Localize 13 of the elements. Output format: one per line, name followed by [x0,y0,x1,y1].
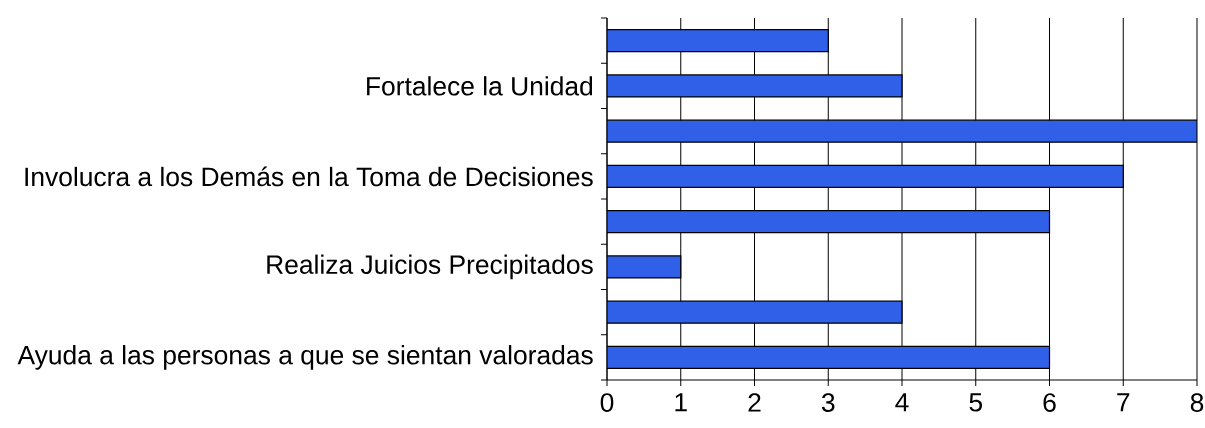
x-tick-label: 1 [675,393,687,412]
x-tick-label: 2 [748,393,761,412]
x-tick-label: 0 [600,393,614,412]
y-tick-label: Fortalece la Unidad [367,76,593,96]
y-tick-label: Realiza Juicios Precipitados [267,254,593,280]
x-tick-label: 4 [895,393,909,412]
x-tick-label: 3 [821,393,835,412]
y-tick-label: Involucra a los Demás en la Toma de Decisiones [25,166,593,187]
y-tick-label: Ayuda a las personas a que se sientan valoradas [17,345,593,370]
x-tick-label: 5 [969,393,982,412]
x-tick-label: 7 [1117,393,1130,412]
x-tick-label: 8 [1190,393,1204,412]
x-tick-label: 6 [1043,393,1056,412]
